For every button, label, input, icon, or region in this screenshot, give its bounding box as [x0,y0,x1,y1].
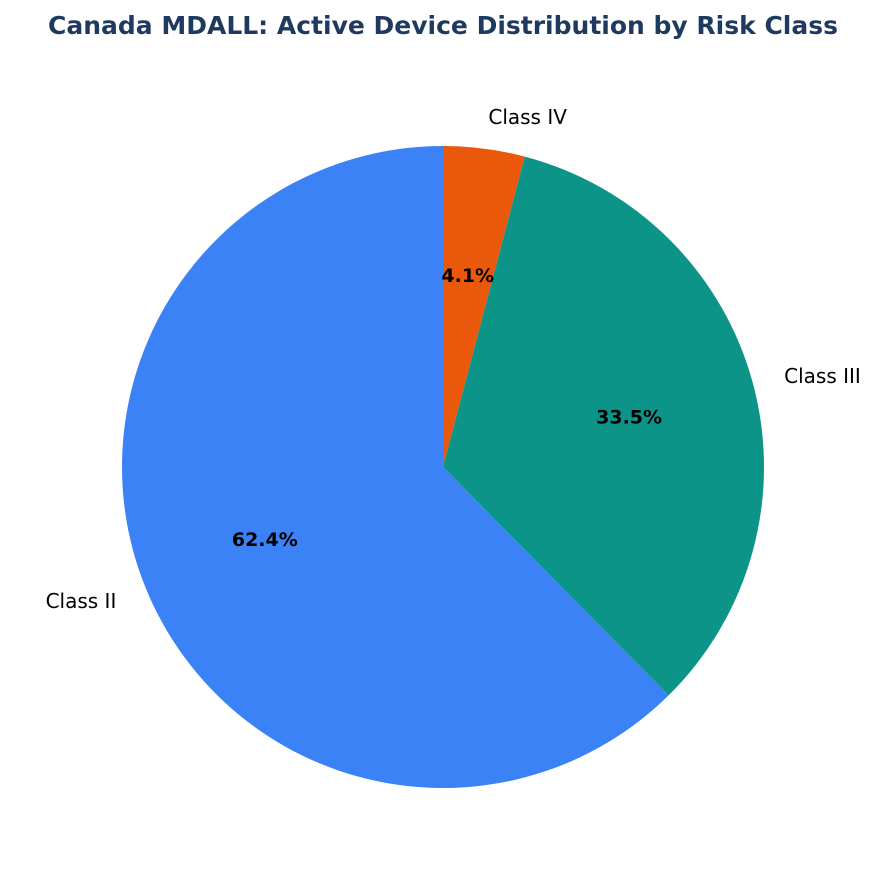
slice-label-class-ii: Class II [46,589,117,613]
slice-percent-class-iv: 4.1% [441,265,494,287]
slice-label-class-iv: Class IV [488,105,567,129]
chart-title: Canada MDALL: Active Device Distribution… [48,11,838,40]
slice-percent-class-iii: 33.5% [596,406,662,428]
slice-percent-class-ii: 62.4% [232,529,298,551]
pie-slice-class-iv [443,146,525,467]
pie-slices [121,146,764,788]
pie-slice-class-iii [443,156,764,696]
slice-label-class-iii: Class III [784,364,861,388]
pie-labels: Class IV 4.1% Class III 33.5% Class II 62.4% [46,105,861,613]
pie-slice-class-ii [121,146,669,788]
